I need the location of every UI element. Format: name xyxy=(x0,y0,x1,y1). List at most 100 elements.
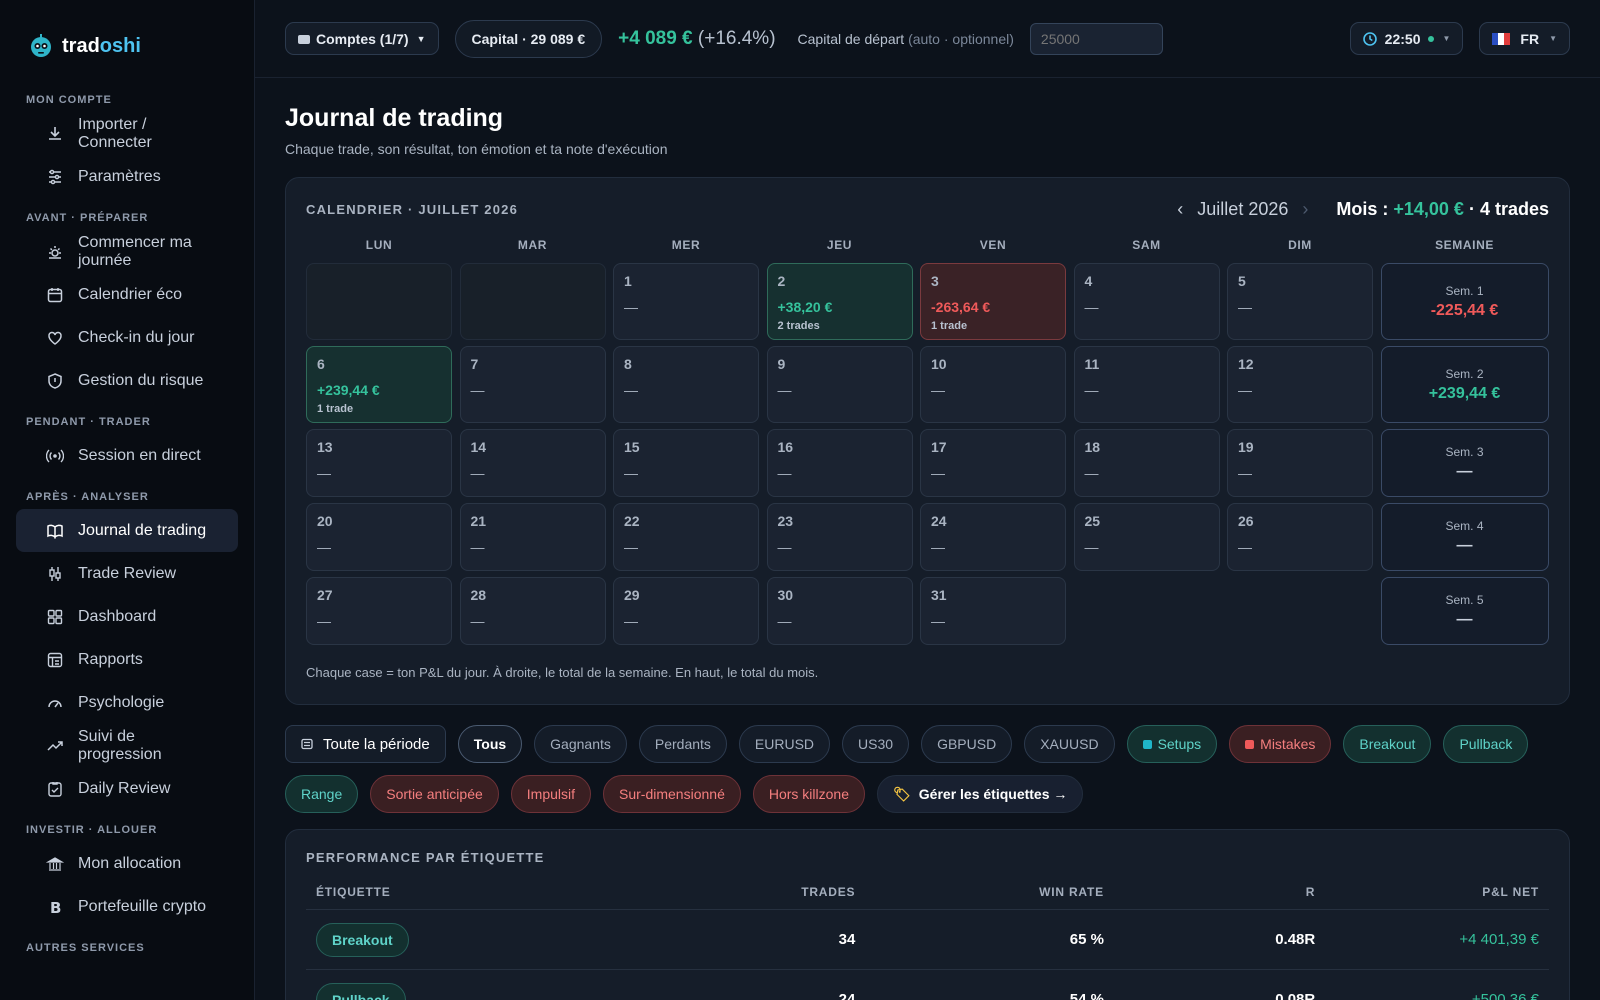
language-button[interactable]: FR ▼ xyxy=(1479,22,1570,55)
filter-chip-tous[interactable]: Tous xyxy=(457,725,523,763)
filter-chip-impulsif[interactable]: Impulsif xyxy=(510,775,592,813)
day-number: 7 xyxy=(470,356,479,372)
filter-chip-gagnants[interactable]: Gagnants xyxy=(534,725,627,763)
day-number: 4 xyxy=(1084,273,1093,289)
day-pnl: — xyxy=(317,539,331,555)
filter-chip-setups[interactable]: Setups xyxy=(1126,725,1218,763)
week-label: Sem. 2 xyxy=(1445,366,1484,381)
day-cell[interactable]: 13 — xyxy=(306,429,452,497)
day-number: 10 xyxy=(931,356,947,372)
sidebar-item-psychologie[interactable]: Psychologie xyxy=(16,681,238,724)
day-cell[interactable]: 28 — xyxy=(459,577,606,645)
sidebar-item-session-en-direct[interactable]: Session en direct xyxy=(16,434,238,477)
filter-chip-xauusd[interactable]: XAUUSD xyxy=(1024,725,1115,763)
clock-button[interactable]: 22:50 ▼ xyxy=(1349,22,1464,55)
day-pnl: — xyxy=(777,465,792,481)
day-cell[interactable]: 22 — xyxy=(613,503,759,571)
sidebar-item-rapports[interactable]: Rapports xyxy=(16,638,238,681)
sidebar-item-check-in-du-jour[interactable]: Check-in du jour xyxy=(16,316,238,359)
start-capital-input[interactable] xyxy=(1029,22,1163,55)
day-cell[interactable]: 16 — xyxy=(766,429,913,497)
filter-chip-range[interactable]: Range xyxy=(285,775,359,813)
day-number: 17 xyxy=(931,439,947,455)
day-cell[interactable]: 14 — xyxy=(459,429,606,497)
day-cell[interactable]: 25 — xyxy=(1073,503,1220,571)
sidebar-item-gestion-du-risque[interactable]: Gestion du risque xyxy=(16,359,238,402)
filter-chip-eurusd[interactable]: EURUSD xyxy=(738,725,831,763)
day-cell[interactable]: 9— xyxy=(766,346,913,423)
start-capital-label: Capital de départ (auto · optionnel) xyxy=(797,30,1014,47)
day-cell[interactable]: 5— xyxy=(1227,263,1373,340)
filter-chip-sortie-anticip-e[interactable]: Sortie anticipée xyxy=(370,775,499,813)
day-cell[interactable]: 18 — xyxy=(1073,429,1220,497)
sidebar-item-label: Mon allocation xyxy=(78,854,182,872)
sidebar-item-commencer-ma-journ-e[interactable]: Commencer ma journée xyxy=(16,230,238,273)
sidebar-item-label: Trade Review xyxy=(78,564,177,582)
day-cell[interactable]: 6 +239,44 € 1 trade xyxy=(306,346,452,423)
logo[interactable]: tradoshi xyxy=(30,26,254,66)
weekday-label: LUN xyxy=(365,238,393,252)
sidebar-item-label: Calendrier éco xyxy=(78,285,183,303)
day-cell[interactable]: 19 — xyxy=(1227,429,1373,497)
tag-badge[interactable]: Pullback xyxy=(316,982,406,1000)
day-number: 29 xyxy=(624,587,640,603)
tag-badge[interactable]: Breakout xyxy=(316,922,409,957)
table-row[interactable]: Breakout 34 65 % 0.48R +4 401,39 € xyxy=(306,909,1549,970)
day-cell[interactable]: 23 — xyxy=(766,503,913,571)
next-month-icon[interactable]: › xyxy=(1302,198,1309,219)
day-cell[interactable]: 27 — xyxy=(306,577,452,645)
clock-icon xyxy=(1362,31,1377,46)
filter-chip-pullback[interactable]: Pullback xyxy=(1443,725,1529,763)
filter-chip-toute-la-p-riode[interactable]: Toute la période xyxy=(285,725,446,763)
day-cell[interactable]: 7— xyxy=(459,346,606,423)
sidebar-item-portefeuille-crypto[interactable]: B Portefeuille crypto xyxy=(16,885,238,928)
nav-section-title: AVANT · PRÉPARER xyxy=(26,212,149,224)
day-cell[interactable]: 3 -263,64 € 1 trade xyxy=(920,263,1066,340)
filter-chip-label: Gérer les étiquettes → xyxy=(918,786,1068,802)
day-cell[interactable]: 12 — xyxy=(1227,346,1373,423)
accounts-button[interactable]: Comptes (1/7) ▼ xyxy=(285,22,439,55)
filter-chip-us30[interactable]: US30 xyxy=(842,725,910,763)
trades-cell: 24 xyxy=(716,969,866,1000)
day-cell[interactable]: 21 — xyxy=(459,503,606,571)
sidebar-item-trade-review[interactable]: Trade Review xyxy=(16,552,238,595)
sidebar-item-label: Portefeuille crypto xyxy=(78,897,207,915)
prev-month-icon[interactable]: ‹ xyxy=(1177,198,1184,219)
day-cell[interactable]: 2 +38,20 € 2 trades xyxy=(766,263,913,340)
day-cell[interactable]: 20 — xyxy=(306,503,452,571)
sidebar-item-label: Gestion du risque xyxy=(78,371,204,389)
day-cell[interactable]: 30 — xyxy=(766,577,913,645)
day-cell[interactable]: 29 — xyxy=(613,577,759,645)
filter-chip-sur-dimensionn[interactable]: Sur-dimensionné xyxy=(603,775,741,813)
column-header: R xyxy=(1305,885,1316,899)
filter-chip-breakout[interactable]: Breakout xyxy=(1343,725,1432,763)
filter-chip-hors-killzone[interactable]: Hors killzone xyxy=(752,775,865,813)
sidebar-item-importer-connecter[interactable]: Importer / Connecter xyxy=(16,112,238,155)
day-cell[interactable]: 26 — xyxy=(1227,503,1373,571)
bitcoin-icon: B xyxy=(50,899,61,916)
day-cell[interactable]: 17 — xyxy=(920,429,1066,497)
day-cell[interactable]: 1— xyxy=(613,263,759,340)
filter-chip-mistakes[interactable]: Mistakes xyxy=(1229,725,1332,763)
filter-chip-g-rer-les-tiquettes[interactable]: 🏷 Gérer les étiquettes → xyxy=(877,775,1084,813)
filter-chip-perdants[interactable]: Perdants xyxy=(638,725,727,763)
day-cell[interactable]: 11 — xyxy=(1073,346,1220,423)
filter-chip-gbpusd[interactable]: GBPUSD xyxy=(921,725,1013,763)
day-cell[interactable]: 10 — xyxy=(920,346,1066,423)
day-cell[interactable]: 8— xyxy=(613,346,759,423)
day-cell[interactable]: 15 — xyxy=(613,429,759,497)
table-row[interactable]: Pullback 24 54 % 0.08R +500,36 € xyxy=(306,969,1549,1000)
sidebar-item-suivi-de-progression[interactable]: Suivi de progression xyxy=(16,724,238,767)
sidebar-item-calendrier-co[interactable]: Calendrier éco xyxy=(16,273,238,316)
sidebar-item-param-tres[interactable]: Paramètres xyxy=(16,155,238,198)
day-cell[interactable]: 24 — xyxy=(920,503,1066,571)
sidebar-item-dashboard[interactable]: Dashboard xyxy=(16,595,238,638)
sidebar-item-journal-de-trading[interactable]: Journal de trading xyxy=(16,509,238,552)
performance-table: ÉTIQUETTE TRADES WIN RATE R P&L NET Breakout… xyxy=(306,885,1549,1000)
sidebar-item-label: Paramètres xyxy=(78,167,161,185)
sidebar-item-daily-review[interactable]: Daily Review xyxy=(16,767,238,810)
sidebar-item-mon-allocation[interactable]: Mon allocation xyxy=(16,842,238,885)
day-cell[interactable]: 4— xyxy=(1073,263,1220,340)
day-cell[interactable]: 31 — xyxy=(920,577,1066,645)
day-number: 2 xyxy=(777,273,786,289)
